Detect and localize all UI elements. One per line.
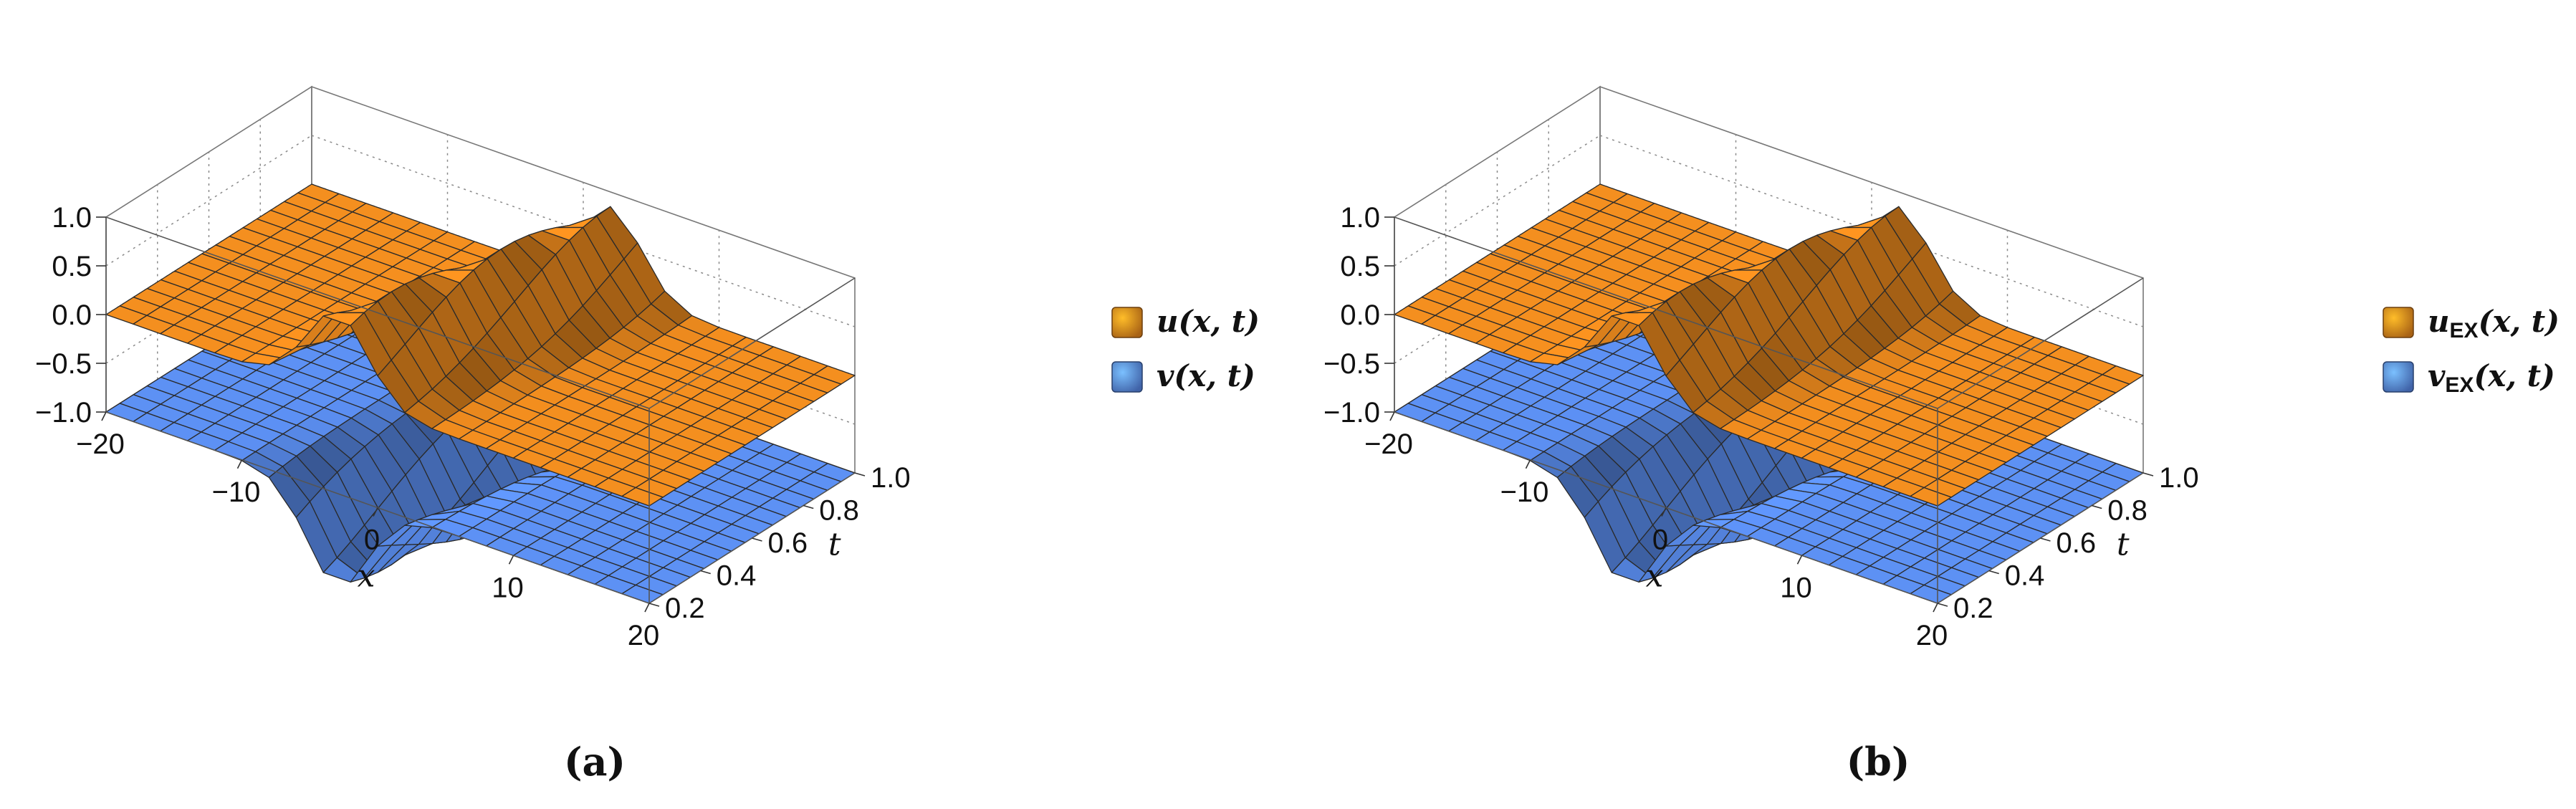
panel-caption-a: (a): [564, 739, 626, 785]
x-tick-label: 20: [628, 620, 660, 651]
t-axis-label: t: [828, 526, 841, 563]
t-tick-label: 0.2: [665, 593, 705, 624]
t-tick: [2142, 472, 2154, 477]
x-tick-label: −20: [76, 429, 125, 460]
t-tick-label: 1.0: [871, 462, 911, 494]
z-tick-label: 0.0: [52, 300, 92, 331]
x-tick: [1796, 555, 1803, 565]
t-tick-label: 0.8: [819, 495, 859, 527]
v-legend-label: v(x, t): [1157, 358, 1255, 393]
t-tick: [2092, 504, 2102, 509]
surfaces-b: [1394, 183, 2144, 604]
z-tick-label: 0.5: [52, 251, 92, 282]
x-tick: [1525, 459, 1531, 469]
z-tick-label: −0.5: [1323, 348, 1380, 380]
x-tick: [236, 459, 243, 469]
box-edge: [105, 216, 650, 409]
u-surface-patch: [1910, 487, 1952, 507]
u-legend-label: uEX(x, t): [2428, 304, 2560, 343]
x-axis-label: x: [1646, 558, 1664, 595]
x-tick-label: −20: [1364, 429, 1413, 460]
panel-a: −20 −10 0 10 20 0.2 0.4 0.6 0.8 1.0 −1.0 −0.5 0.0 0.5…: [35, 85, 1260, 785]
surfaces-a: [105, 183, 856, 604]
x-tick-label: 20: [1916, 620, 1948, 651]
z-tick-label: −1.0: [1323, 397, 1380, 429]
t-tick: [803, 504, 814, 509]
x-axis-label: x: [358, 558, 375, 595]
u-legend-label: u(x, t): [1157, 304, 1260, 339]
t-tick-label: 0.4: [717, 560, 757, 592]
x-tick: [508, 555, 514, 565]
x-tick-label: 0: [364, 525, 380, 556]
z-tick-label: 1.0: [1340, 202, 1380, 234]
grid-line: [105, 135, 312, 267]
t-tick-label: 0.6: [768, 527, 808, 559]
t-tick: [854, 472, 866, 477]
legend-b: uEX(x, t) vEX(x, t): [2383, 304, 2560, 397]
x-tick: [373, 507, 378, 517]
box-edge: [1937, 277, 2144, 409]
v-legend-swatch: [1111, 361, 1143, 393]
x-tick: [1933, 603, 1938, 613]
z-tick-label: 0.0: [1340, 300, 1380, 331]
t-tick-label: 0.2: [1953, 593, 1993, 624]
u-surface-patch: [621, 487, 664, 507]
v-legend-swatch: [2383, 361, 2414, 393]
ticks-a: −20 −10 0 10 200.2 0.4 0.6 0.8 1.0 −1.0 −0.5 0.0 0.5…: [35, 202, 911, 651]
t-tick: [752, 537, 762, 542]
grid-line: [105, 232, 312, 364]
box-edge: [648, 277, 856, 409]
panel-b: −20 −10 0 10 20 0.2 0.4 0.6 0.8 1.0 −1.0 −0.5 0.0 0.5…: [1288, 0, 2576, 809]
grid-line: [1394, 135, 1601, 267]
grid-line: [1394, 232, 1601, 364]
x-tick-label: 10: [492, 572, 524, 603]
x-tick-label: 10: [1780, 572, 1812, 603]
x-tick-label: −10: [1500, 477, 1549, 508]
t-tick-label: 0.8: [2107, 495, 2148, 527]
t-tick: [2040, 537, 2051, 542]
t-tick-label: 1.0: [2159, 462, 2199, 494]
x-tick: [1661, 507, 1667, 517]
u-legend-swatch: [2383, 307, 2414, 338]
t-tick-label: 0.6: [2057, 527, 2097, 559]
z-tick-label: −1.0: [35, 397, 92, 429]
u-legend-swatch: [1111, 307, 1143, 338]
v-legend-label: vEX(x, t): [2428, 358, 2555, 397]
x-tick-label: 0: [1652, 525, 1668, 556]
z-tick-label: −0.5: [35, 348, 92, 380]
ticks-b: −20 −10 0 10 200.2 0.4 0.6 0.8 1.0 −1.0 −0.5 0.0 0.5…: [1323, 202, 2199, 651]
surface-plot-a: −20 −10 0 10 200.2 0.4 0.6 0.8 1.0 −1.0 −0.5 0.0 0.5…: [35, 85, 1260, 785]
x-tick: [101, 411, 107, 421]
x-tick: [644, 603, 650, 613]
x-tick-label: −10: [212, 477, 261, 508]
z-tick-label: 1.0: [52, 202, 92, 234]
t-tick: [1937, 603, 1948, 607]
z-tick-label: 0.5: [1340, 251, 1380, 282]
panel-caption-b: (b): [1847, 739, 1910, 785]
x-tick: [1389, 411, 1395, 421]
t-axis-label: t: [2117, 526, 2130, 563]
t-tick-label: 0.4: [2005, 560, 2045, 592]
box-edge: [1394, 216, 1938, 409]
t-tick: [648, 603, 660, 607]
t-tick: [1988, 570, 1999, 575]
t-tick: [700, 570, 711, 575]
legend-a: u(x, t) v(x, t): [1111, 304, 1260, 393]
surface-plot-b: −20 −10 0 10 200.2 0.4 0.6 0.8 1.0 −1.0 −0.5 0.0 0.5…: [1323, 85, 2560, 785]
